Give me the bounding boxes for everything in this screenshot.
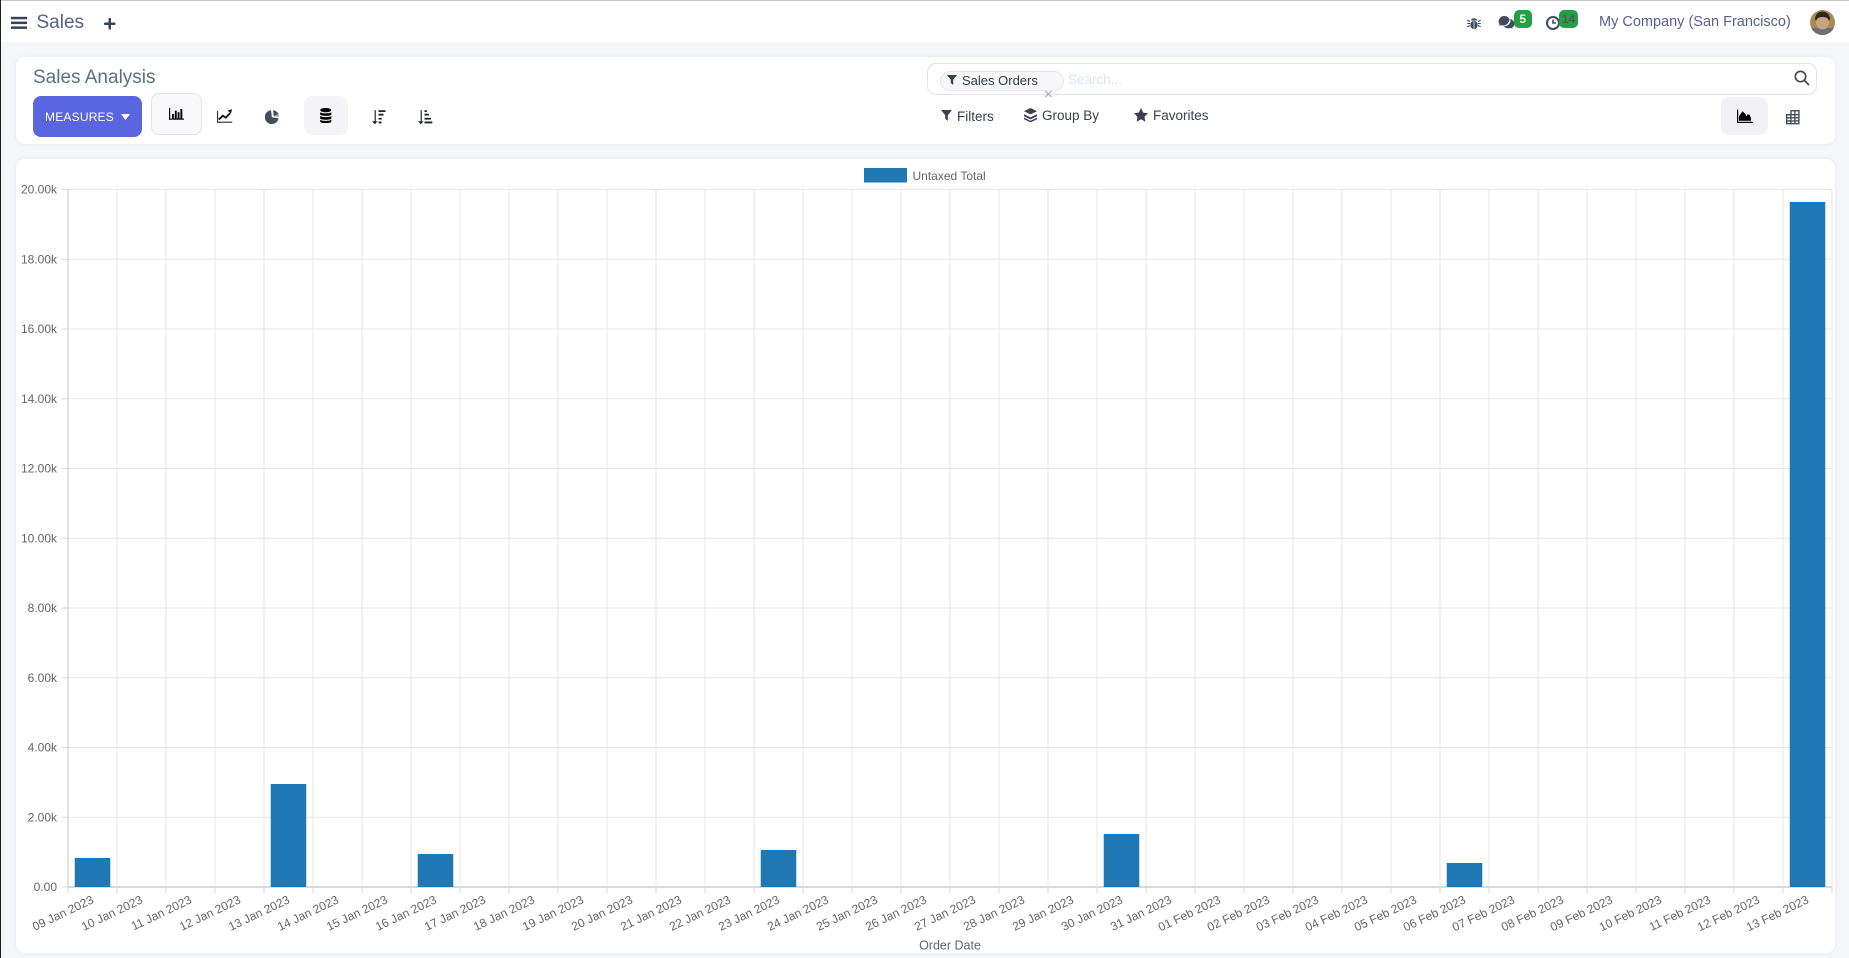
svg-text:16.00k: 16.00k: [21, 322, 58, 336]
svg-text:20.00k: 20.00k: [21, 183, 58, 197]
svg-text:Untaxed Total: Untaxed Total: [913, 169, 986, 183]
svg-text:Order Date: Order Date: [919, 939, 981, 953]
svg-text:0.00: 0.00: [34, 880, 58, 894]
svg-text:12.00k: 12.00k: [21, 462, 58, 476]
svg-text:18.00k: 18.00k: [21, 252, 58, 266]
svg-text:4.00k: 4.00k: [28, 741, 58, 755]
svg-text:14.00k: 14.00k: [21, 392, 58, 406]
svg-text:6.00k: 6.00k: [28, 671, 58, 685]
svg-text:8.00k: 8.00k: [28, 601, 58, 615]
svg-text:2.00k: 2.00k: [28, 810, 58, 824]
svg-text:10.00k: 10.00k: [21, 531, 58, 545]
